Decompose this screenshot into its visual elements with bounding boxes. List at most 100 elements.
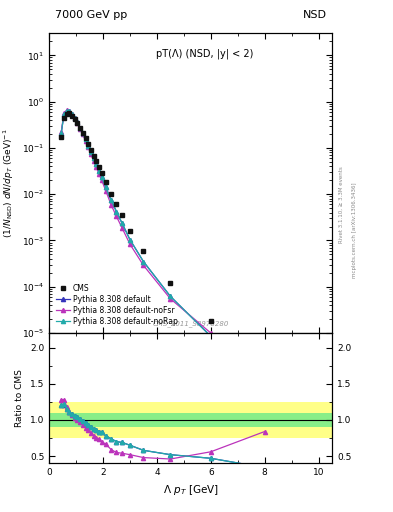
Pythia 8.308 default <box>109 197 114 203</box>
Pythia 8.308 default <box>99 174 104 180</box>
Pythia 8.308 default <box>67 108 72 114</box>
Pythia 8.308 default-noRap <box>168 293 173 300</box>
CMS <box>263 358 267 364</box>
CMS <box>62 115 66 121</box>
Pythia 8.308 default <box>59 130 64 136</box>
Pythia 8.308 default-noRap <box>263 379 267 386</box>
CMS <box>75 120 80 126</box>
Pythia 8.308 default-noFsr <box>119 224 124 230</box>
Pythia 8.308 default <box>75 119 80 125</box>
CMS <box>70 113 74 119</box>
Pythia 8.308 default-noFsr <box>99 177 104 183</box>
Pythia 8.308 default <box>141 259 146 265</box>
Pythia 8.308 default <box>119 220 124 226</box>
Pythia 8.308 default-noRap <box>70 111 74 117</box>
Pythia 8.308 default <box>64 108 69 114</box>
Pythia 8.308 default-noFsr <box>75 120 80 126</box>
Pythia 8.308 default-noRap <box>75 119 80 125</box>
Pythia 8.308 default-noFsr <box>64 107 69 113</box>
CMS <box>97 164 101 170</box>
Pythia 8.308 default-noFsr <box>128 241 132 247</box>
Pythia 8.308 default-noRap <box>62 111 66 117</box>
Y-axis label: Ratio to CMS: Ratio to CMS <box>15 369 24 427</box>
Pythia 8.308 default-noRap <box>99 174 104 180</box>
Pythia 8.308 default-noRap <box>72 115 77 121</box>
CMS <box>128 228 132 234</box>
CMS <box>208 318 213 324</box>
Bar <box>49 413 332 427</box>
Pythia 8.308 default <box>128 237 132 243</box>
CMS <box>81 130 85 136</box>
Pythia 8.308 default <box>81 131 85 137</box>
Pythia 8.308 default <box>86 142 90 148</box>
Pythia 8.308 default-noRap <box>109 197 114 203</box>
Pythia 8.308 default-noRap <box>59 130 64 136</box>
Pythia 8.308 default <box>263 379 267 386</box>
Line: Pythia 8.308 default-noFsr: Pythia 8.308 default-noFsr <box>59 108 267 367</box>
Line: Pythia 8.308 default: Pythia 8.308 default <box>59 109 267 385</box>
Pythia 8.308 default <box>83 136 88 142</box>
CMS <box>72 116 77 122</box>
Pythia 8.308 default <box>94 161 99 167</box>
Pythia 8.308 default-noFsr <box>141 262 146 268</box>
Pythia 8.308 default <box>72 115 77 121</box>
Pythia 8.308 default-noFsr <box>78 125 83 132</box>
Pythia 8.308 default-noFsr <box>103 187 108 194</box>
Pythia 8.308 default-noFsr <box>94 164 99 170</box>
Text: Rivet 3.1.10, ≥ 3.3M events: Rivet 3.1.10, ≥ 3.3M events <box>339 166 344 243</box>
Pythia 8.308 default-noFsr <box>62 110 66 116</box>
Pythia 8.308 default-noRap <box>64 108 69 114</box>
CMS <box>59 134 64 140</box>
Pythia 8.308 default-noRap <box>83 136 88 142</box>
CMS <box>99 169 104 176</box>
Text: CMS_2011_S8978280: CMS_2011_S8978280 <box>152 321 229 327</box>
CMS <box>83 135 88 141</box>
Pythia 8.308 default-noRap <box>78 124 83 131</box>
Pythia 8.308 default-noRap <box>114 208 119 215</box>
Pythia 8.308 default-noRap <box>86 142 90 148</box>
Pythia 8.308 default-noRap <box>91 155 96 161</box>
Pythia 8.308 default <box>78 124 83 131</box>
Pythia 8.308 default-noFsr <box>86 144 90 151</box>
Pythia 8.308 default <box>97 168 101 174</box>
Pythia 8.308 default-noRap <box>208 333 213 339</box>
Pythia 8.308 default <box>70 111 74 117</box>
Pythia 8.308 default-noFsr <box>88 151 93 157</box>
Pythia 8.308 default-noRap <box>103 184 108 190</box>
Pythia 8.308 default-noRap <box>67 108 72 114</box>
Bar <box>49 402 332 438</box>
Legend: CMS, Pythia 8.308 default, Pythia 8.308 default-noFsr, Pythia 8.308 default-noRa: CMS, Pythia 8.308 default, Pythia 8.308 … <box>55 282 180 327</box>
Pythia 8.308 default <box>168 293 173 300</box>
Pythia 8.308 default-noFsr <box>114 214 119 220</box>
Pythia 8.308 default-noRap <box>94 161 99 167</box>
Text: 7000 GeV pp: 7000 GeV pp <box>55 10 127 20</box>
Pythia 8.308 default-noRap <box>81 131 85 137</box>
Pythia 8.308 default-noFsr <box>83 138 88 144</box>
CMS <box>86 141 90 147</box>
Pythia 8.308 default-noRap <box>128 237 132 243</box>
Text: mcplots.cern.ch [arXiv:1306.3436]: mcplots.cern.ch [arXiv:1306.3436] <box>352 183 357 278</box>
Y-axis label: $(1/N_\mathrm{NSD})\ dN/dp_T\ (\mathrm{GeV})^{-1}$: $(1/N_\mathrm{NSD})\ dN/dp_T\ (\mathrm{G… <box>2 129 16 238</box>
CMS <box>88 146 93 153</box>
CMS <box>94 158 99 164</box>
Pythia 8.308 default-noFsr <box>91 158 96 164</box>
CMS <box>67 110 72 116</box>
CMS <box>119 212 124 219</box>
CMS <box>141 248 146 254</box>
Line: Pythia 8.308 default-noRap: Pythia 8.308 default-noRap <box>59 109 267 385</box>
Pythia 8.308 default-noRap <box>119 220 124 226</box>
Pythia 8.308 default <box>91 155 96 161</box>
Pythia 8.308 default <box>88 148 93 155</box>
Pythia 8.308 default-noFsr <box>263 361 267 368</box>
CMS <box>114 201 119 207</box>
Pythia 8.308 default-noFsr <box>97 170 101 177</box>
Pythia 8.308 default-noRap <box>141 259 146 265</box>
Pythia 8.308 default-noFsr <box>168 296 173 302</box>
Pythia 8.308 default-noFsr <box>109 202 114 208</box>
Pythia 8.308 default <box>114 208 119 215</box>
Pythia 8.308 default <box>208 333 213 339</box>
X-axis label: $\Lambda\ p_T\ [\mathrm{GeV}]$: $\Lambda\ p_T\ [\mathrm{GeV}]$ <box>163 483 219 497</box>
Pythia 8.308 default-noFsr <box>72 115 77 121</box>
CMS <box>91 153 96 159</box>
CMS <box>78 125 83 131</box>
